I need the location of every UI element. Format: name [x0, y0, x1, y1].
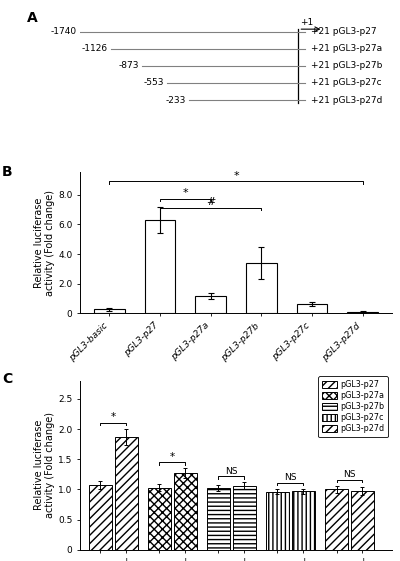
- Bar: [292, 491, 315, 550]
- Bar: [207, 488, 230, 550]
- Text: C: C: [2, 373, 12, 386]
- Bar: [145, 220, 175, 314]
- Bar: [351, 491, 374, 550]
- Bar: [246, 263, 276, 314]
- Text: *: *: [182, 188, 188, 199]
- Y-axis label: Relative luciferase
activity (Fold change): Relative luciferase activity (Fold chang…: [34, 412, 55, 518]
- Text: NS: NS: [343, 470, 356, 479]
- Text: #: #: [206, 197, 215, 208]
- Bar: [266, 492, 289, 550]
- Text: -553: -553: [144, 79, 164, 88]
- Text: NS: NS: [225, 467, 238, 476]
- Bar: [114, 437, 138, 550]
- Text: +21 pGL3-p27b: +21 pGL3-p27b: [311, 61, 382, 70]
- Text: +21 pGL3-p27d: +21 pGL3-p27d: [311, 95, 382, 104]
- Text: +21 pGL3-p27a: +21 pGL3-p27a: [311, 44, 382, 53]
- Bar: [94, 309, 124, 314]
- Bar: [196, 296, 226, 314]
- Y-axis label: Relative luciferase
activity (Fold change): Relative luciferase activity (Fold chang…: [34, 190, 55, 296]
- Bar: [89, 485, 112, 550]
- Text: +1: +1: [300, 17, 313, 26]
- Text: -233: -233: [166, 95, 186, 104]
- Text: *: *: [233, 171, 239, 181]
- Bar: [148, 488, 171, 550]
- Text: *: *: [110, 412, 116, 422]
- Text: A: A: [27, 11, 38, 25]
- Text: -1126: -1126: [82, 44, 108, 53]
- Text: B: B: [2, 165, 13, 180]
- Text: +21 pGL3-p27c: +21 pGL3-p27c: [311, 79, 382, 88]
- Bar: [348, 312, 378, 314]
- Text: *: *: [170, 452, 175, 462]
- Text: NS: NS: [284, 473, 297, 482]
- Bar: [233, 486, 256, 550]
- Text: -1740: -1740: [51, 27, 77, 36]
- Bar: [325, 489, 348, 550]
- Bar: [174, 473, 197, 550]
- Text: +21 pGL3-p27: +21 pGL3-p27: [311, 27, 376, 36]
- Text: -873: -873: [119, 61, 139, 70]
- Legend: pGL3-p27, pGL3-p27a, pGL3-p27b, pGL3-p27c, pGL3-p27d: pGL3-p27, pGL3-p27a, pGL3-p27b, pGL3-p27…: [318, 376, 388, 438]
- Bar: [297, 304, 327, 314]
